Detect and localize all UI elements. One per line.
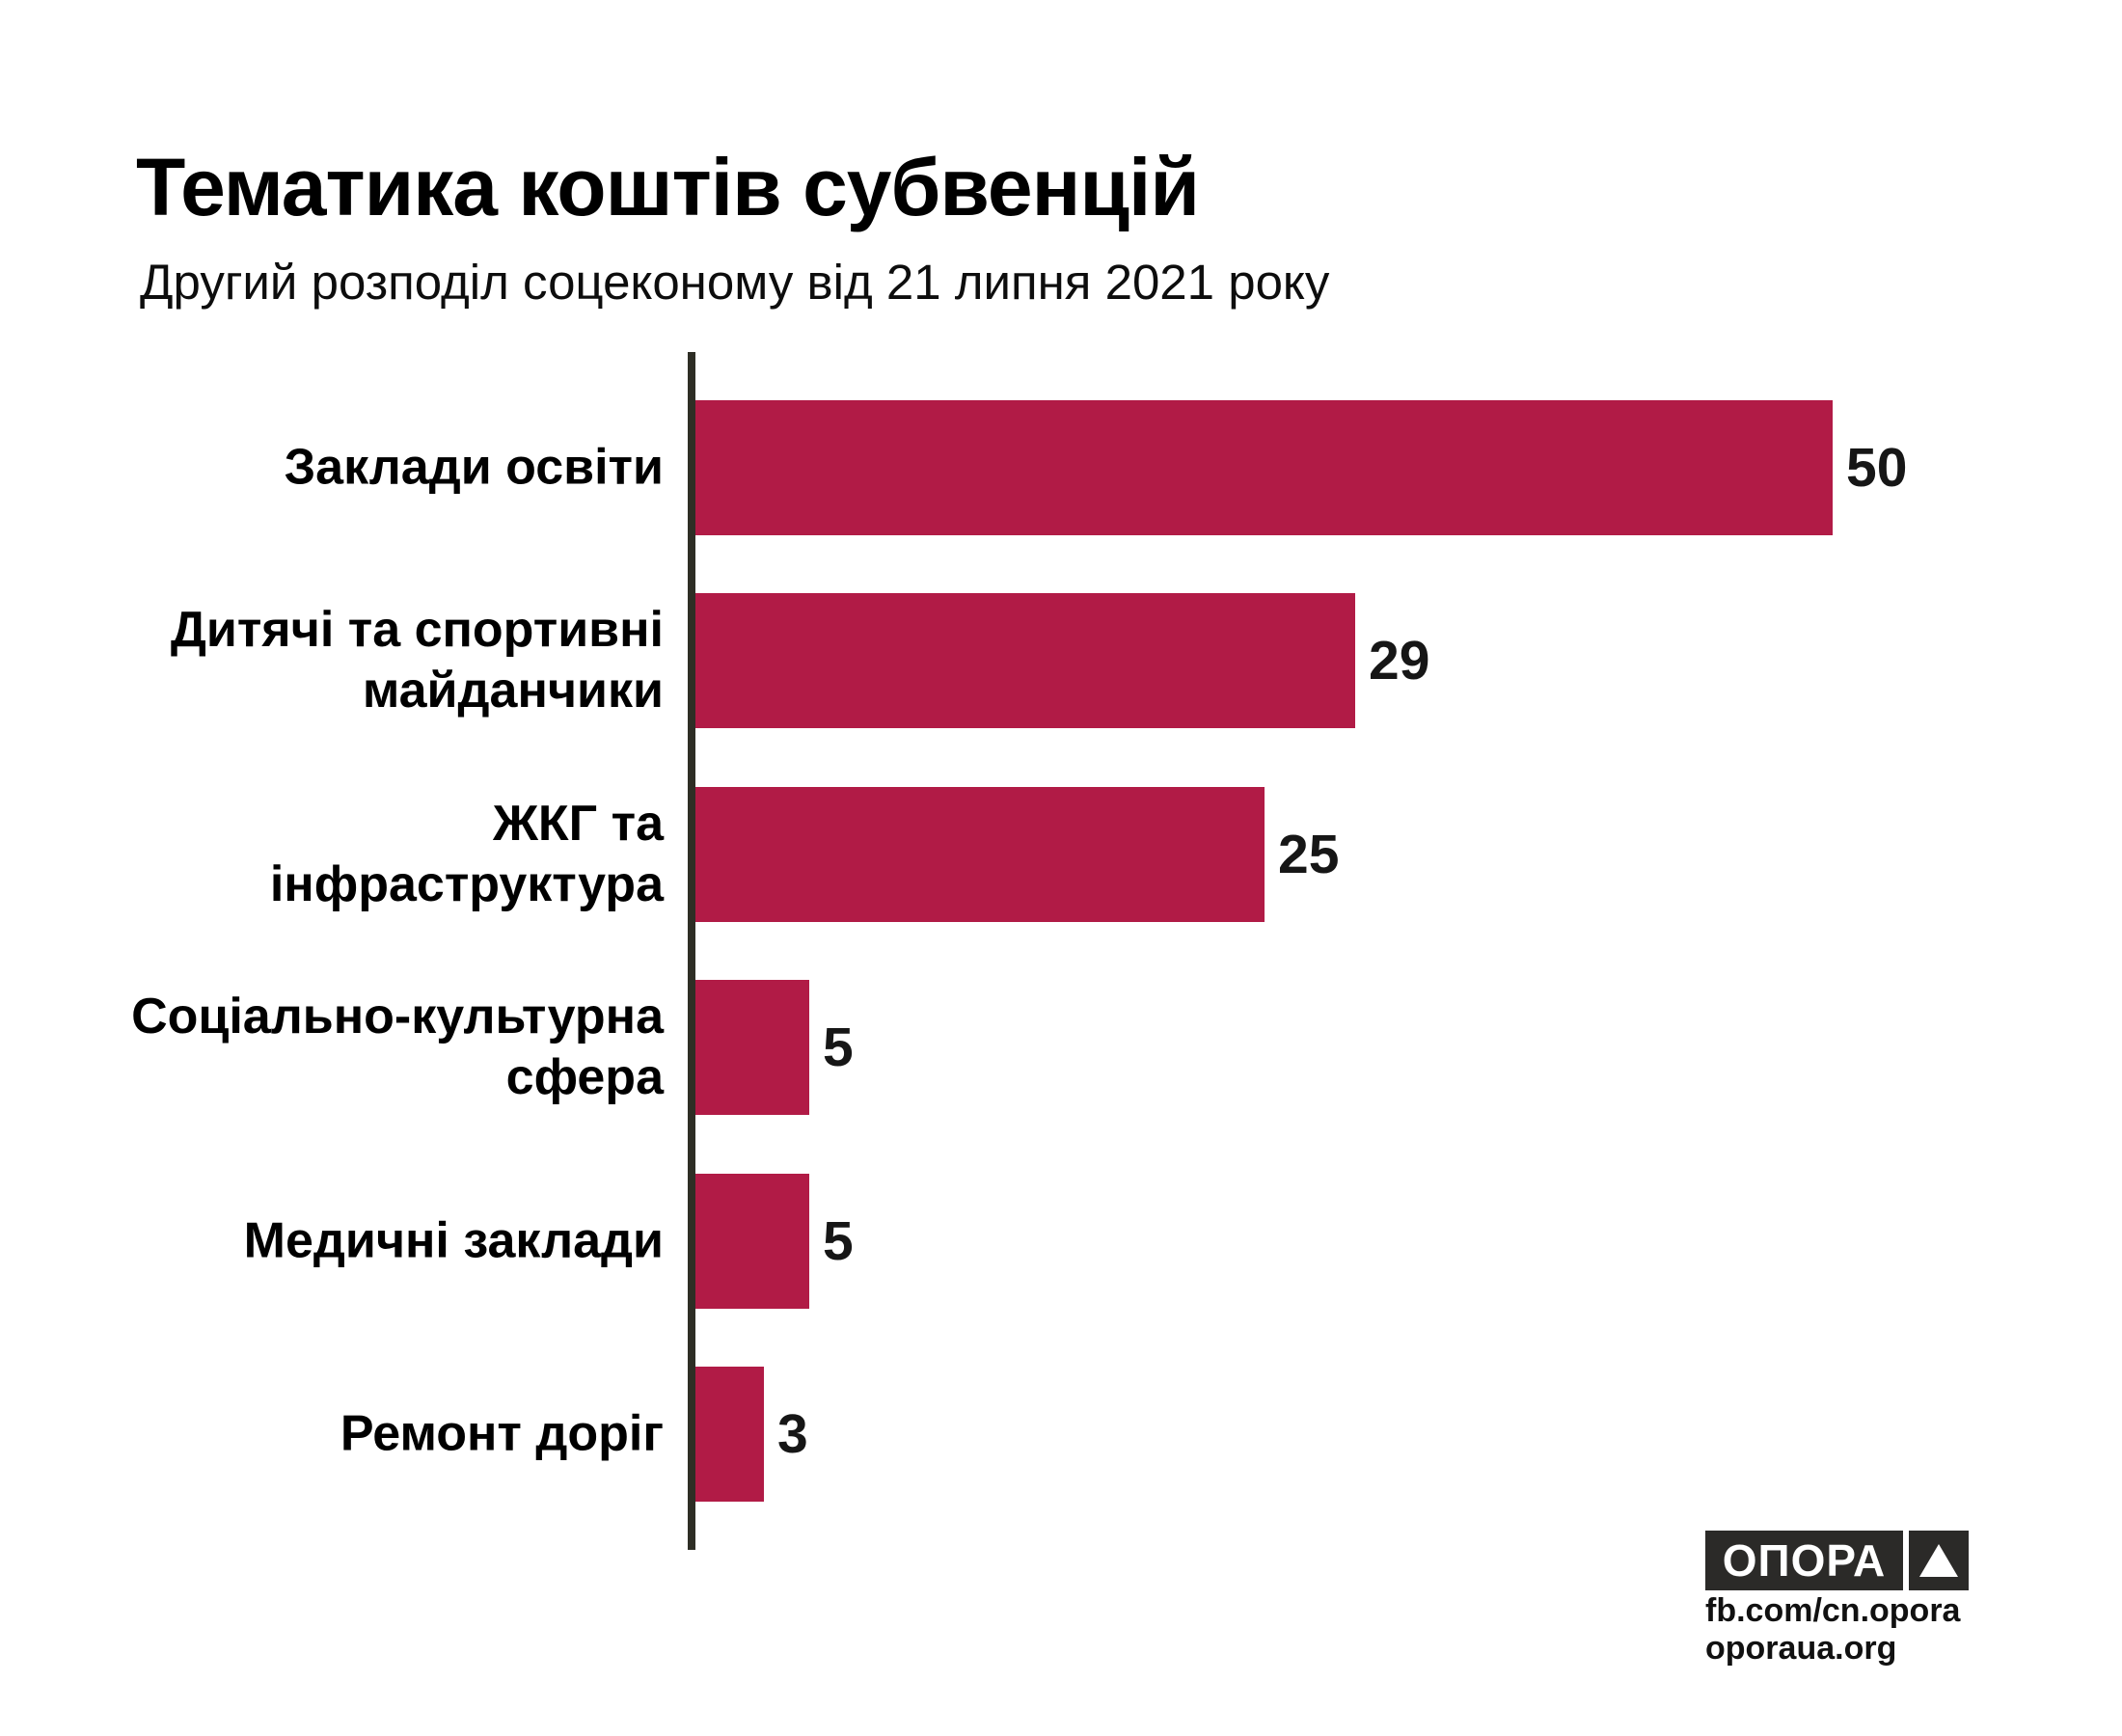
- bar-value-label: 29: [1369, 630, 1430, 692]
- chart-subtitle: Другий розподіл соцеконому від 21 липня …: [140, 255, 1330, 310]
- chart-title: Тематика коштів субвенцій: [136, 142, 1200, 232]
- facebook-link: fb.com/cn.opora: [1705, 1592, 1961, 1629]
- category-label: Медичні заклади: [243, 1212, 664, 1269]
- opora-logo-text: ОПОРА: [1722, 1535, 1887, 1586]
- footer-links: fb.com/cn.opora oporaua.org: [1705, 1592, 1960, 1668]
- bar: [695, 593, 1355, 728]
- bar: [695, 980, 809, 1115]
- opora-logo: ОПОРА: [1705, 1531, 1969, 1590]
- category-label: Дитячі та спортивні майданчики: [170, 602, 664, 719]
- category-label: ЖКГ та інфраструктура: [269, 796, 664, 912]
- opora-logo-mark: [1909, 1531, 1969, 1590]
- category-label: Ремонт доріг: [340, 1405, 664, 1462]
- opora-logo-wordmark: ОПОРА: [1705, 1531, 1903, 1590]
- triangle-up-icon: [1919, 1544, 1958, 1577]
- bar-value-label: 25: [1278, 824, 1340, 885]
- bar-value-label: 5: [823, 1210, 854, 1272]
- bar: [695, 400, 1833, 535]
- bar: [695, 1174, 809, 1309]
- bar-value-label: 3: [777, 1403, 808, 1465]
- bar: [695, 1367, 764, 1502]
- y-axis-line: [688, 352, 695, 1550]
- website-link: oporaua.org: [1705, 1630, 1897, 1667]
- bar-value-label: 5: [823, 1017, 854, 1078]
- category-label: Заклади освіти: [284, 439, 664, 496]
- category-label: Соціально-культурна сфера: [131, 989, 664, 1105]
- bar-value-label: 50: [1846, 437, 1908, 499]
- bar: [695, 787, 1265, 922]
